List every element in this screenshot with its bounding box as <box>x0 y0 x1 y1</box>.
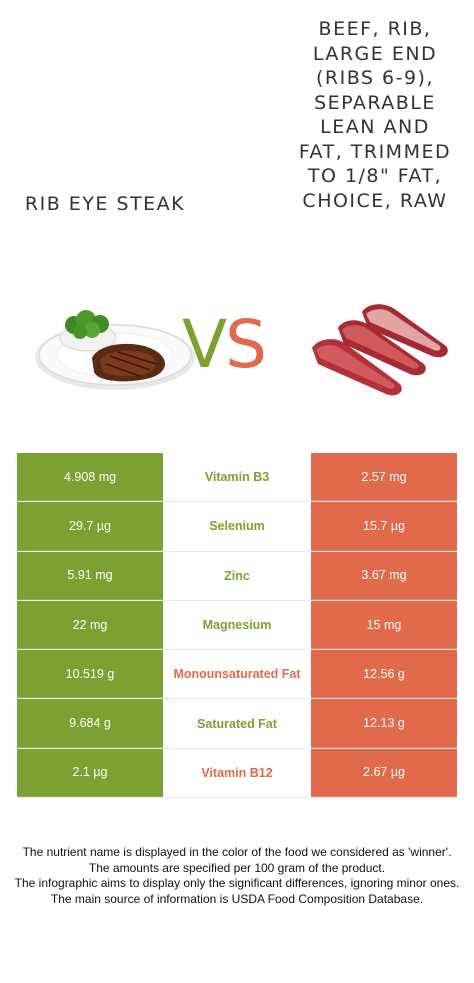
right-value: 15.7 µg <box>311 502 457 551</box>
vs-s: S <box>225 306 267 383</box>
table-row: 22 mg Magnesium 15 mg <box>17 600 457 651</box>
nutrient-name: Monounsaturated Fat <box>163 650 311 699</box>
nutrient-name: Vitamin B3 <box>163 453 311 502</box>
comparison-table: 4.908 mg Vitamin B3 2.57 mg 29.7 µg Sele… <box>17 453 457 799</box>
footer-line: The main source of information is USDA F… <box>50 891 424 906</box>
footer-line: The nutrient name is displayed in the co… <box>22 845 452 859</box>
left-value: 22 mg <box>17 600 163 650</box>
nutrient-name: Vitamin B12 <box>163 748 311 798</box>
right-value: 2.67 µg <box>311 748 457 798</box>
footer-line: The amounts are specified per 100 gram o… <box>88 860 386 875</box>
left-value: 2.1 µg <box>17 748 163 798</box>
left-food-title: Rib eye steak <box>24 193 186 215</box>
nutrient-name: Magnesium <box>163 600 311 650</box>
table-row: 29.7 µg Selenium 15.7 µg <box>17 502 457 552</box>
vs-label: VS <box>182 305 292 385</box>
table-row: 10.519 g Monounsaturated Fat 12.56 g <box>17 650 457 700</box>
left-value: 9.684 g <box>17 699 163 748</box>
right-value: 12.13 g <box>311 699 457 748</box>
left-value: 10.519 g <box>17 650 163 699</box>
right-value: 2.57 mg <box>311 453 457 502</box>
steak-plate-icon <box>35 310 195 390</box>
table-row: 5.91 mg Zinc 3.67 mg <box>17 551 457 601</box>
vs-v: V <box>182 306 227 383</box>
left-value: 29.7 µg <box>17 502 163 551</box>
nutrient-name: Selenium <box>163 502 311 551</box>
footer-line: The infographic aims to display only the… <box>14 876 460 890</box>
table-row: 4.908 mg Vitamin B3 2.57 mg <box>17 453 457 503</box>
table-row: 2.1 µg Vitamin B12 2.67 µg <box>17 748 457 799</box>
hero-illustration <box>35 304 448 396</box>
right-value: 15 mg <box>311 600 457 650</box>
right-food-title: Beef, rib, large end (ribs 6-9), separab… <box>298 18 452 212</box>
right-value: 12.56 g <box>311 650 457 699</box>
nutrient-name: Saturated Fat <box>163 699 311 748</box>
right-value: 3.67 mg <box>311 551 457 600</box>
raw-beef-ribs-icon <box>312 304 448 396</box>
left-value: 4.908 mg <box>17 453 163 502</box>
table-row: 9.684 g Saturated Fat 12.13 g <box>17 699 457 749</box>
footer-notes: The nutrient name is displayed in the co… <box>14 845 460 907</box>
left-value: 5.91 mg <box>17 551 163 600</box>
nutrient-name: Zinc <box>163 551 311 600</box>
